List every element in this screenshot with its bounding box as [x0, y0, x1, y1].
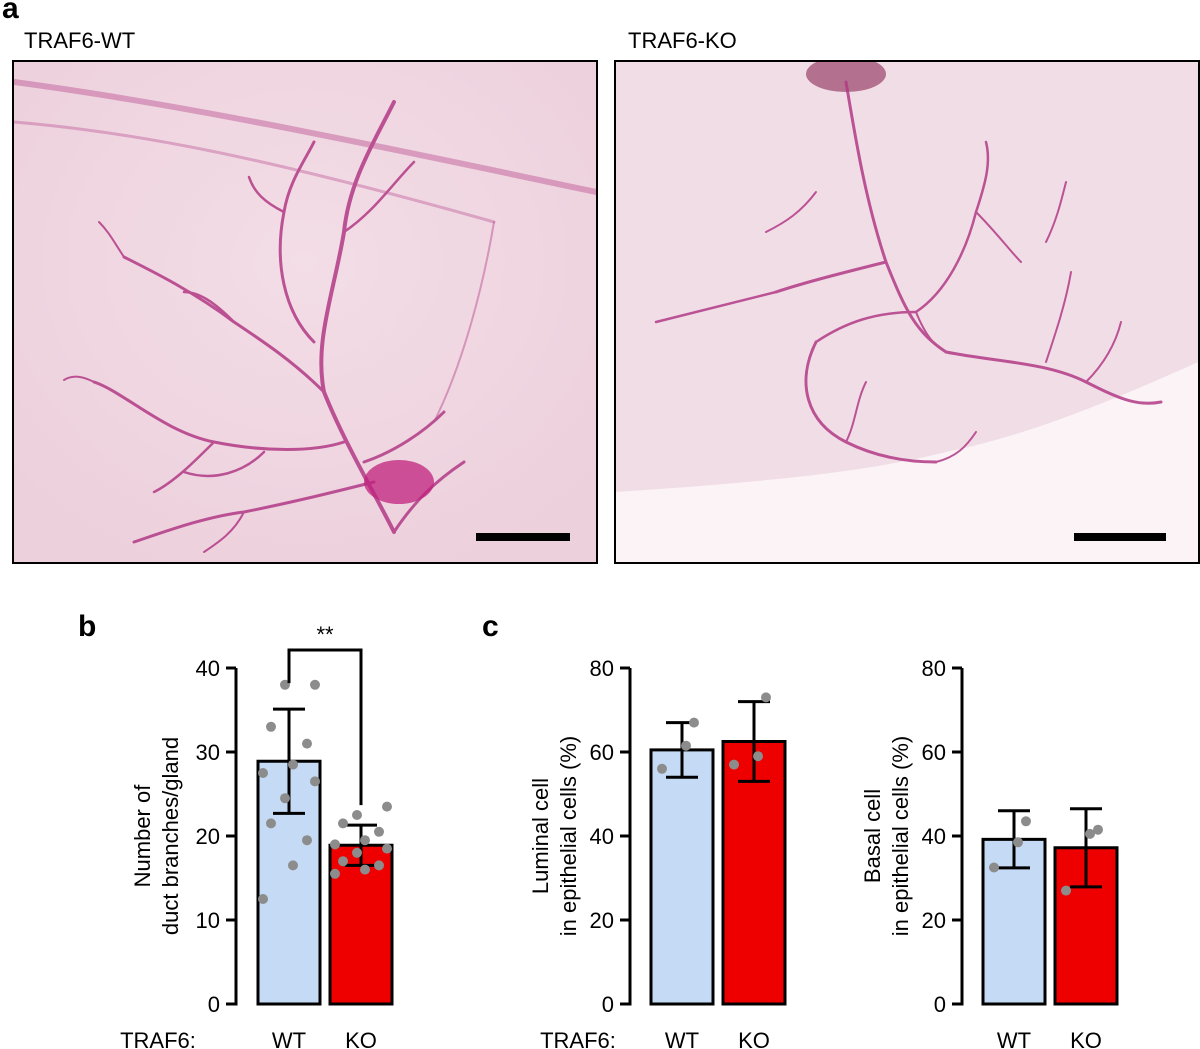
data-point — [338, 856, 348, 867]
y-tick-label: 40 — [590, 824, 614, 849]
panel-label-c: c — [482, 610, 499, 643]
bar-wt — [649, 748, 715, 1006]
chart-2: 0 20 40 60 80 Luminal cell in epithelial cells… — [528, 656, 787, 1049]
data-point — [360, 835, 370, 846]
bar-wt — [256, 759, 322, 1006]
data-point — [310, 679, 320, 690]
data-point — [258, 894, 268, 904]
data-point — [761, 692, 771, 703]
group-label: TRAF6: — [540, 1028, 616, 1049]
y-tick-label: 40 — [196, 656, 220, 681]
y-tick-label: 10 — [196, 908, 220, 933]
data-point — [382, 801, 392, 812]
x-tick-label: KO — [1070, 1028, 1102, 1049]
data-point — [280, 793, 290, 804]
y-axis-label: duct branches/gland — [158, 737, 183, 935]
micrograph-wt — [12, 60, 598, 564]
data-point — [352, 810, 362, 820]
data-point — [1013, 837, 1023, 848]
chart-1: 0 10 20 30 40 Number of duct branches/gland WT K… — [120, 622, 394, 1049]
x-tick-label: KO — [738, 1028, 770, 1049]
data-point — [266, 721, 276, 732]
data-point — [352, 847, 362, 858]
x-tick-label: KO — [345, 1028, 377, 1049]
data-point — [374, 860, 384, 871]
y-tick-label: 0 — [602, 992, 614, 1017]
y-tick-label: 30 — [196, 740, 220, 765]
data-point — [330, 868, 340, 879]
bar-charts: 0 10 20 30 40 Number of duct branches/gland WT K… — [120, 622, 1119, 1049]
significance-label: ** — [316, 622, 334, 647]
y-axis-label: Number of — [130, 784, 155, 888]
data-point — [258, 768, 268, 778]
data-point — [360, 864, 370, 875]
y-tick-label: 0 — [934, 992, 946, 1017]
data-point — [374, 826, 384, 837]
image-label-ko: TRAF6-KO — [628, 28, 737, 53]
y-tick-label: 80 — [922, 656, 946, 681]
data-point — [382, 843, 392, 854]
data-point — [681, 740, 691, 751]
y-tick-label: 60 — [922, 740, 946, 765]
y-axis-label: in epithelial cells (%) — [888, 736, 913, 937]
group-label: TRAF6: — [120, 1028, 196, 1049]
data-point — [1061, 885, 1071, 896]
scale-bar-wt — [476, 533, 570, 541]
x-tick-label: WT — [665, 1028, 699, 1049]
scale-bar-ko — [1074, 533, 1166, 541]
data-point — [310, 776, 320, 787]
y-tick-label: 60 — [590, 740, 614, 765]
data-point — [1085, 828, 1095, 839]
data-point — [657, 763, 667, 774]
panel-label-a: a — [2, 0, 19, 25]
micrograph-wt-art — [14, 62, 596, 562]
data-point — [729, 759, 739, 770]
data-point — [689, 717, 699, 728]
image-label-wt: TRAF6-WT — [24, 28, 136, 53]
data-point — [1093, 824, 1103, 835]
y-axis-label: Luminal cell — [528, 778, 553, 894]
x-tick-label: WT — [272, 1028, 306, 1049]
micrograph-ko-art — [616, 62, 1198, 562]
data-point — [330, 839, 340, 850]
data-point — [1021, 816, 1031, 827]
y-axis-label: in epithelial cells (%) — [556, 736, 581, 937]
significance-bracket — [287, 648, 363, 806]
chart-3: 0 20 40 60 80 Basal cell in epithelial cells (… — [860, 656, 1119, 1049]
y-tick-label: 80 — [590, 656, 614, 681]
y-tick-label: 40 — [922, 824, 946, 849]
data-point — [302, 738, 312, 749]
y-axis-label: Basal cell — [860, 789, 885, 883]
data-point — [302, 835, 312, 846]
data-point — [753, 751, 763, 762]
bar-ko — [721, 740, 787, 1006]
data-point — [288, 759, 298, 770]
panel-label-b: b — [78, 610, 97, 643]
data-point — [989, 862, 999, 873]
y-tick-label: 20 — [590, 908, 614, 933]
data-point — [288, 860, 298, 871]
y-tick-label: 0 — [208, 992, 220, 1017]
micrograph-ko — [614, 60, 1200, 564]
x-tick-label: WT — [997, 1028, 1031, 1049]
y-tick-label: 20 — [196, 824, 220, 849]
data-point — [266, 818, 276, 829]
y-tick-label: 20 — [922, 908, 946, 933]
data-point — [338, 818, 348, 829]
